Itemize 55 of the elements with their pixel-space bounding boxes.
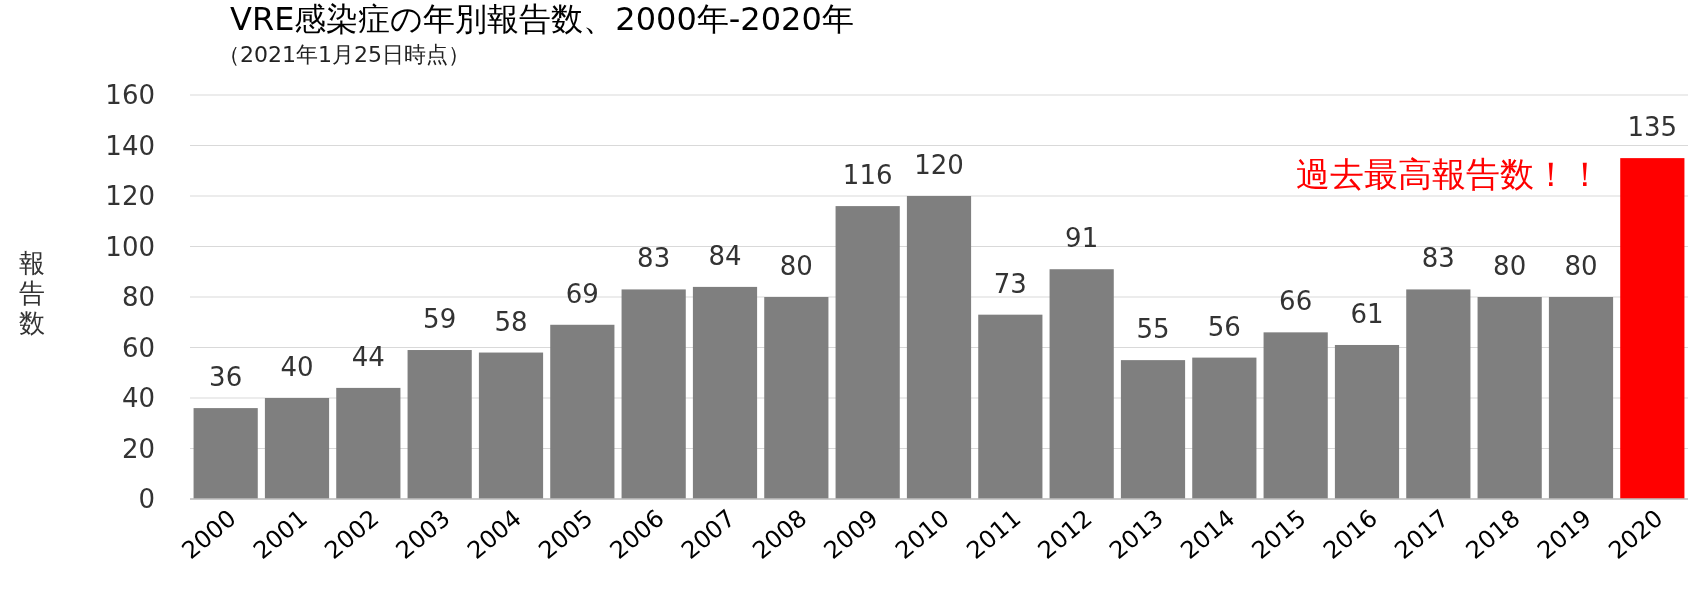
data-label: 44 xyxy=(351,341,385,372)
y-tick-label: 160 xyxy=(105,80,155,110)
bar xyxy=(1263,332,1328,499)
bar xyxy=(621,289,686,499)
data-label: 56 xyxy=(1207,311,1241,342)
data-label: 58 xyxy=(494,306,528,337)
data-label: 55 xyxy=(1136,314,1170,345)
bar xyxy=(1477,297,1542,499)
y-tick-label: 40 xyxy=(121,383,155,413)
data-label: 120 xyxy=(914,150,964,180)
data-label: 83 xyxy=(637,243,671,274)
annotation: 過去最高報告数！！ xyxy=(1296,154,1603,195)
data-label: 80 xyxy=(1493,251,1527,281)
data-label: 73 xyxy=(993,268,1027,299)
bar xyxy=(1620,158,1685,499)
bar xyxy=(336,387,401,499)
y-tick-label: 140 xyxy=(105,130,155,161)
data-label: 40 xyxy=(280,352,314,382)
bar xyxy=(835,206,900,499)
data-label: 80 xyxy=(779,251,813,281)
y-tick-label: 0 xyxy=(138,484,155,514)
y-tick-label: 120 xyxy=(105,181,155,211)
y-tick-label: 80 xyxy=(121,282,155,312)
bar xyxy=(1120,360,1186,499)
data-label: 116 xyxy=(842,160,893,191)
chart-subtitle: （2021年1月25日時点） xyxy=(218,42,470,67)
data-label: 80 xyxy=(1564,251,1598,281)
y-tick-label: 60 xyxy=(121,332,155,363)
bar xyxy=(193,408,258,499)
data-label: 59 xyxy=(423,304,457,335)
bar xyxy=(1049,269,1114,499)
bar xyxy=(550,324,615,499)
bar xyxy=(1334,344,1400,499)
data-label: 83 xyxy=(1421,243,1455,274)
data-label: 91 xyxy=(1065,223,1099,254)
bar xyxy=(692,286,758,499)
data-label: 135 xyxy=(1627,112,1678,143)
data-label: 61 xyxy=(1350,298,1384,329)
y-tick-label: 100 xyxy=(105,231,155,262)
data-label: 69 xyxy=(565,278,599,309)
bar xyxy=(264,398,330,499)
bar xyxy=(407,350,472,499)
data-label: 66 xyxy=(1279,286,1313,317)
chart-title: VRE感染症の年別報告数、2000年-2020年 xyxy=(230,0,854,38)
bar xyxy=(1406,289,1471,499)
data-label: 84 xyxy=(708,240,742,271)
data-label: 36 xyxy=(209,362,243,393)
bar xyxy=(978,314,1043,499)
bar xyxy=(906,196,972,499)
bar xyxy=(764,297,829,499)
y-tick-label: 20 xyxy=(121,433,155,464)
bar xyxy=(1548,297,1614,499)
bar xyxy=(478,352,544,499)
y-axis-title: 報告数 xyxy=(19,248,45,338)
bar xyxy=(1192,357,1257,499)
